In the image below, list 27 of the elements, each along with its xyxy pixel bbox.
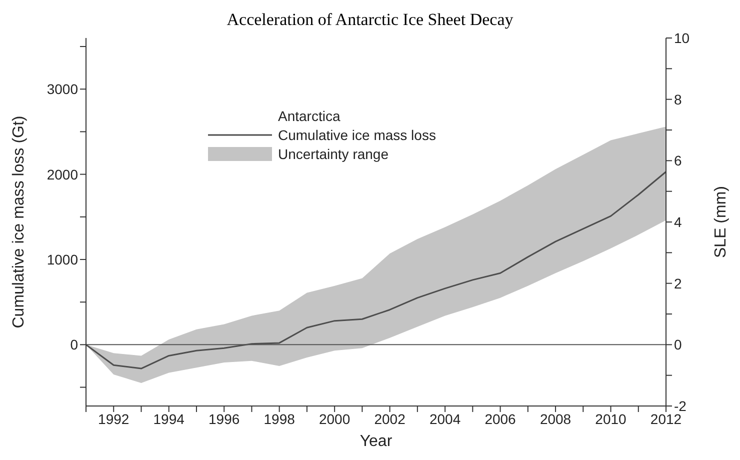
x-tick-label: 2006 bbox=[484, 410, 516, 427]
y-axis-title: Cumulative ice mass loss (Gt) bbox=[10, 116, 28, 328]
y2-tick-label: 8 bbox=[674, 91, 682, 108]
x-tick-label: 2004 bbox=[429, 410, 461, 427]
legend-title: Antarctica bbox=[278, 108, 342, 124]
x-tick-label: 1992 bbox=[98, 410, 130, 427]
y-tick-label: 0 bbox=[70, 336, 78, 353]
y2-axis-title: SLE (mm) bbox=[712, 186, 730, 258]
x-tick-label: 2000 bbox=[318, 410, 350, 427]
chart-title: Acceleration of Antarctic Ice Sheet Decay bbox=[226, 10, 514, 29]
x-tick-label: 2008 bbox=[540, 410, 572, 427]
y-tick-label: 2000 bbox=[46, 166, 78, 182]
y2-tick-label: 0 bbox=[674, 336, 682, 353]
legend-label: Cumulative ice mass loss bbox=[278, 127, 436, 143]
y2-tick-label: 6 bbox=[674, 152, 682, 169]
y2-tick-label: 2 bbox=[674, 275, 682, 292]
y2-tick-label: 4 bbox=[674, 214, 682, 230]
x-axis-title: Year bbox=[360, 433, 393, 450]
y-tick-label: 3000 bbox=[46, 81, 78, 98]
y2-tick-label: 10 bbox=[674, 30, 690, 46]
x-tick-label: 2010 bbox=[595, 410, 627, 427]
x-tick-label: 1994 bbox=[153, 410, 185, 427]
x-tick-label: 2002 bbox=[374, 410, 406, 427]
x-tick-label: 1998 bbox=[264, 410, 296, 427]
y-tick-label: 1000 bbox=[46, 251, 78, 268]
x-tick-label: 1996 bbox=[208, 410, 240, 427]
annotation: Uncertainty range bbox=[278, 146, 389, 162]
